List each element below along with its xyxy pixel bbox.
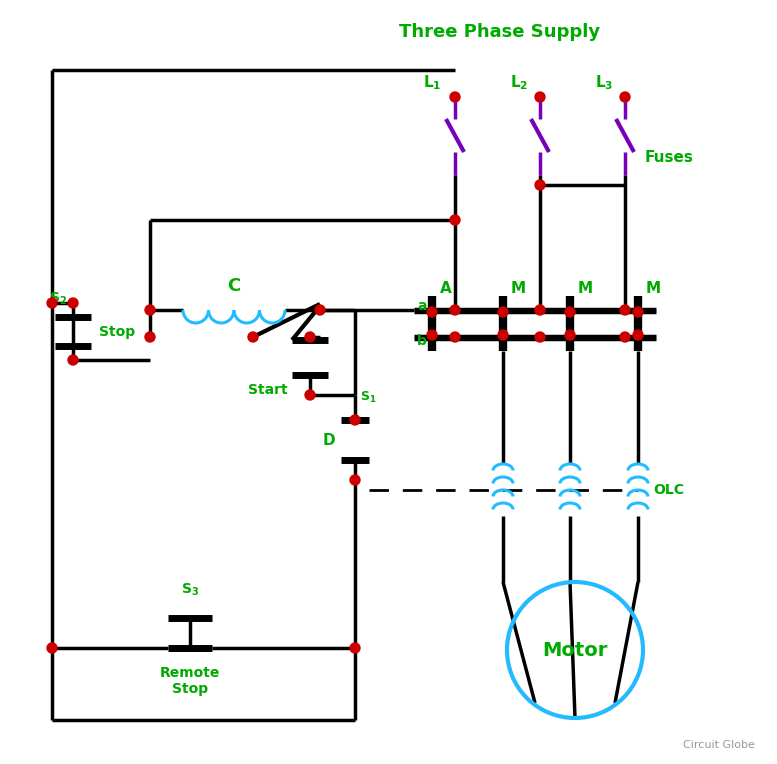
Text: $\bf{S_1}$: $\bf{S_1}$ — [360, 390, 377, 405]
Text: OLC: OLC — [653, 483, 684, 497]
Circle shape — [68, 298, 78, 308]
Text: $\bf{L_3}$: $\bf{L_3}$ — [594, 73, 613, 92]
Text: Circuit Globe: Circuit Globe — [683, 740, 755, 750]
Circle shape — [350, 643, 360, 653]
Text: M: M — [646, 281, 661, 296]
Circle shape — [248, 332, 258, 342]
Text: Stop: Stop — [99, 325, 135, 338]
Text: Three Phase Supply: Three Phase Supply — [399, 23, 601, 41]
Circle shape — [620, 305, 630, 315]
Circle shape — [535, 305, 545, 315]
Circle shape — [633, 330, 643, 340]
Circle shape — [498, 330, 508, 340]
Circle shape — [535, 92, 545, 102]
Circle shape — [620, 92, 630, 102]
Circle shape — [450, 92, 460, 102]
Circle shape — [315, 305, 325, 315]
Circle shape — [47, 643, 57, 653]
Circle shape — [498, 307, 508, 317]
Text: a: a — [417, 299, 427, 313]
Circle shape — [68, 355, 78, 365]
Text: $\bf{S_3}$: $\bf{S_3}$ — [181, 581, 199, 598]
Text: b: b — [417, 334, 427, 348]
Text: $\bf{L_1}$: $\bf{L_1}$ — [423, 73, 441, 92]
Circle shape — [565, 330, 575, 340]
Text: $\bf{S_2}$: $\bf{S_2}$ — [49, 291, 67, 307]
Circle shape — [350, 415, 360, 425]
Text: Remote
Stop: Remote Stop — [160, 666, 220, 696]
Text: M: M — [511, 281, 526, 296]
Text: Start: Start — [249, 383, 288, 397]
Circle shape — [450, 215, 460, 225]
Circle shape — [450, 305, 460, 315]
Circle shape — [305, 332, 315, 342]
Text: Fuses: Fuses — [645, 150, 694, 164]
Circle shape — [620, 332, 630, 342]
Circle shape — [427, 330, 437, 340]
Circle shape — [427, 307, 437, 317]
Circle shape — [565, 307, 575, 317]
Text: D: D — [322, 432, 335, 448]
Circle shape — [305, 390, 315, 400]
Circle shape — [633, 307, 643, 317]
Text: $\bf{L_2}$: $\bf{L_2}$ — [510, 73, 528, 92]
Circle shape — [145, 332, 155, 342]
Circle shape — [535, 180, 545, 190]
Circle shape — [350, 475, 360, 485]
Text: A: A — [440, 281, 451, 296]
Circle shape — [450, 332, 460, 342]
Circle shape — [47, 298, 57, 308]
Text: M: M — [578, 281, 593, 296]
Text: C: C — [228, 277, 241, 295]
Circle shape — [535, 332, 545, 342]
Circle shape — [145, 305, 155, 315]
Text: Motor: Motor — [542, 640, 608, 659]
